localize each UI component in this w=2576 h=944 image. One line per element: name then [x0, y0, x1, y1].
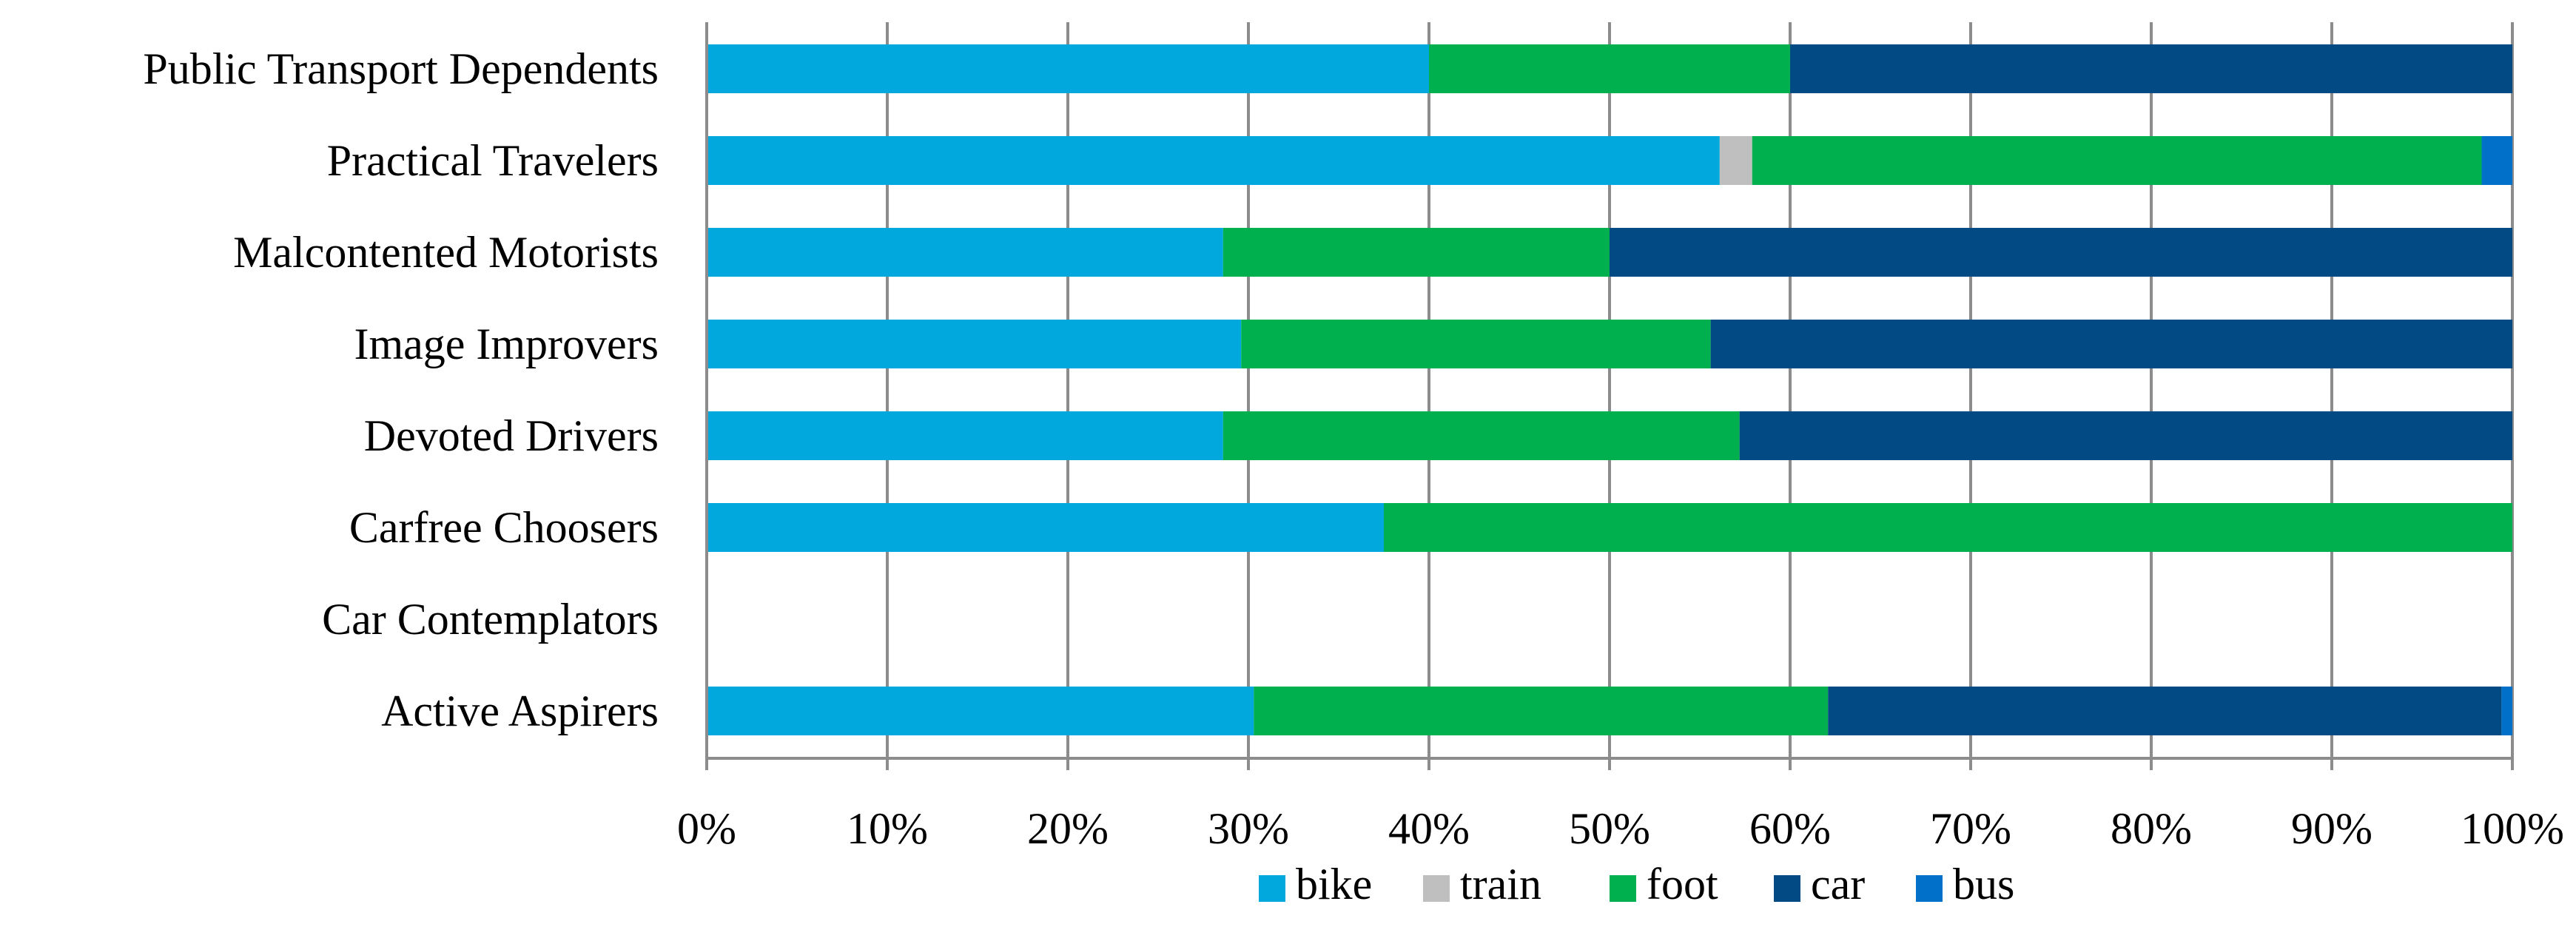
x-tick-label: 40%: [1388, 804, 1470, 853]
category-label: Carfree Choosers: [349, 503, 659, 552]
x-tick-label: 80%: [2111, 804, 2192, 853]
bar-segment-bike: [707, 44, 1429, 93]
category-label: Public Transport Dependents: [143, 44, 659, 93]
legend-label-bus: bus: [1953, 860, 2014, 908]
legend-swatch-bus: [1916, 875, 1943, 902]
bars: [707, 44, 2512, 735]
legend-swatch-car: [1774, 875, 1800, 902]
bar-segment-car: [1739, 411, 2512, 460]
legend: bike train foot car bus: [1259, 860, 2014, 908]
x-tick-label: 50%: [1569, 804, 1650, 853]
x-tick-label: 10%: [847, 804, 928, 853]
bar-segment-bike: [707, 320, 1242, 368]
bar-segment-bus: [2501, 687, 2512, 735]
category-label: Car Contemplators: [322, 595, 659, 644]
bar-segment-foot: [1223, 228, 1610, 277]
legend-swatch-bike: [1259, 875, 1285, 902]
bar-segment-foot: [1384, 503, 2512, 552]
category-labels: Public Transport Dependents Practical Tra…: [143, 44, 659, 735]
bar-segment-foot: [1429, 44, 1790, 93]
x-tick-label: 100%: [2461, 804, 2564, 853]
legend-swatch-train: [1423, 875, 1450, 902]
category-label: Devoted Drivers: [364, 411, 659, 460]
bar-segment-car: [1710, 320, 2512, 368]
bar-segment-car: [1610, 228, 2512, 277]
bar-segment-foot: [1254, 687, 1829, 735]
bar-segment-bike: [707, 136, 1720, 185]
bar-segment-foot: [1752, 136, 2482, 185]
bar-segment-bike: [707, 228, 1223, 277]
bar-segment-bike: [707, 503, 1384, 552]
bar-segment-bike: [707, 411, 1223, 460]
x-tick-label: 60%: [1749, 804, 1831, 853]
x-tick-label: 0%: [677, 804, 736, 853]
x-tick-label: 90%: [2291, 804, 2372, 853]
x-tick-label: 20%: [1027, 804, 1109, 853]
bar-segment-car: [1790, 44, 2512, 93]
x-tick-label: 30%: [1208, 804, 1289, 853]
legend-label-car: car: [1811, 860, 1865, 908]
category-label: Image Improvers: [354, 320, 659, 368]
axes: [705, 22, 2514, 770]
x-tick-label: 70%: [1930, 804, 2011, 853]
x-tick-labels: 0% 10% 20% 30% 40% 50% 60% 70% 80% 90% 100%: [677, 804, 2564, 853]
bar-segment-bike: [707, 687, 1254, 735]
gridlines: [705, 22, 2514, 758]
bar-segment-foot: [1241, 320, 1711, 368]
bar-segment-foot: [1223, 411, 1740, 460]
legend-label-train: train: [1460, 860, 1541, 908]
category-label: Practical Travelers: [327, 136, 659, 185]
category-label: Malcontented Motorists: [233, 228, 659, 277]
bar-segment-bus: [2481, 136, 2512, 185]
legend-swatch-foot: [1610, 875, 1636, 902]
bar-segment-train: [1719, 136, 1752, 185]
legend-label-bike: bike: [1296, 860, 1372, 908]
bar-segment-car: [1828, 687, 2502, 735]
legend-label-foot: foot: [1647, 860, 1718, 908]
category-label: Active Aspirers: [381, 687, 659, 735]
